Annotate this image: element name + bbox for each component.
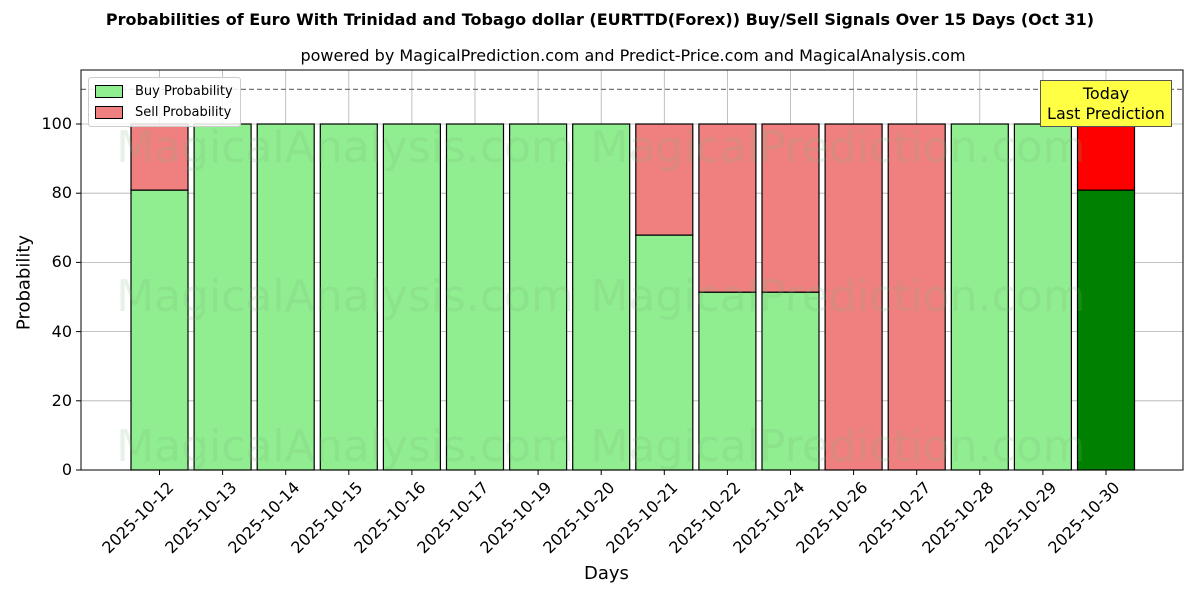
annotation-line-1: Today	[1082, 84, 1130, 103]
bar-2025-10-29	[1013, 123, 1073, 471]
annotation-line-2: Last Prediction	[1047, 104, 1165, 123]
y-tick-label: 40	[51, 321, 72, 341]
bar-2025-10-24	[761, 123, 820, 471]
y-tick-label: 20	[51, 390, 72, 410]
legend-label-buy: Buy Probability	[135, 84, 233, 99]
bar-2025-10-27	[887, 123, 946, 471]
y-tick-label: 60	[51, 252, 72, 272]
y-axis-label: Probability	[13, 234, 35, 331]
bar-2025-10-15	[319, 123, 378, 471]
legend-item-sell: Sell Probability	[95, 102, 233, 123]
bar-2025-10-30	[1076, 123, 1136, 471]
svg-text:MagicalPrediction.com: MagicalPrediction.com	[591, 271, 1086, 322]
legend: Buy Probability Sell Probability	[88, 77, 241, 127]
bar-2025-10-26	[824, 123, 883, 471]
y-tick-label: 100	[41, 114, 72, 133]
x-axis-label: Days	[584, 563, 629, 584]
bar-2025-10-22	[698, 123, 757, 471]
legend-item-buy: Buy Probability	[95, 81, 233, 102]
bar-2025-10-16	[382, 123, 441, 471]
legend-label-sell: Sell Probability	[135, 105, 232, 120]
bar-2025-10-19	[509, 123, 568, 471]
svg-text:MagicalAnalysis.com: MagicalAnalysis.com	[116, 271, 574, 322]
svg-text:MagicalAnalysis.com: MagicalAnalysis.com	[116, 122, 574, 173]
sell-swatch-icon	[95, 106, 123, 119]
bar-2025-10-12	[130, 123, 189, 471]
svg-text:MagicalAnalysis.com: MagicalAnalysis.com	[116, 421, 574, 472]
bar-2025-10-20	[572, 123, 631, 471]
svg-text:MagicalPrediction.com: MagicalPrediction.com	[591, 421, 1086, 472]
bar-2025-10-17	[445, 123, 505, 471]
y-tick-label: 80	[51, 183, 72, 203]
bar-2025-10-28	[950, 123, 1009, 471]
y-tick-label: 0	[61, 460, 72, 479]
buy-swatch-icon	[95, 85, 123, 98]
today-annotation: Today Last Prediction	[1040, 80, 1172, 127]
svg-text:MagicalPrediction.com: MagicalPrediction.com	[591, 122, 1086, 173]
bar-2025-10-14	[256, 123, 315, 471]
chart-subtitle: powered by MagicalPrediction.com and Pre…	[300, 46, 966, 65]
bar-2025-10-21	[635, 123, 694, 471]
chart-title: Probabilities of Euro With Trinidad and …	[105, 10, 1095, 29]
